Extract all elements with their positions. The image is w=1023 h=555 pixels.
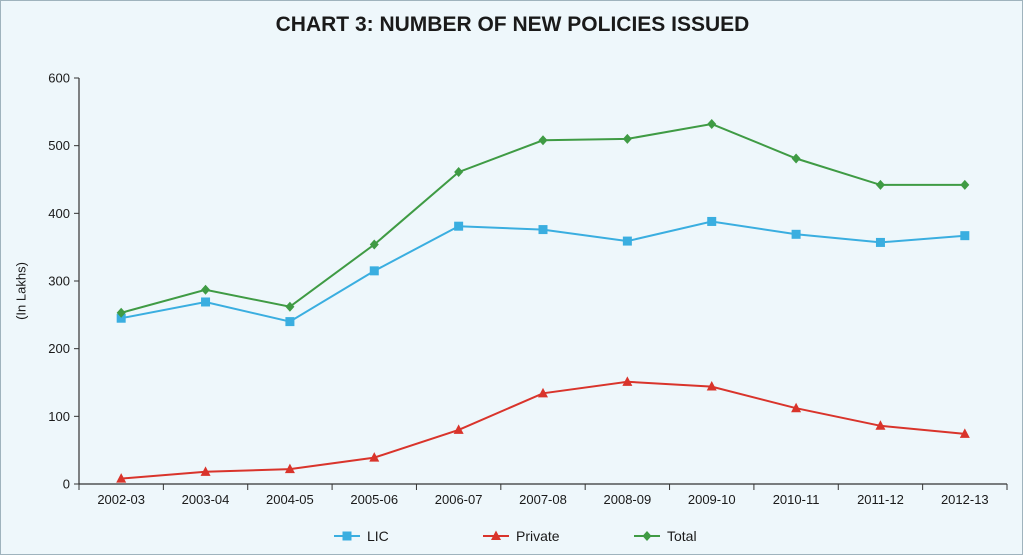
legend-label-private: Private: [516, 528, 560, 544]
data-point-private: [622, 376, 633, 386]
data-point-total: [538, 135, 548, 146]
x-tick-label: 2009-10: [688, 492, 736, 507]
data-point-lic: [116, 313, 126, 323]
data-point-lic: [960, 231, 970, 241]
data-point-private: [284, 463, 295, 474]
data-point-lic: [369, 266, 379, 276]
series-line-total: [120, 122, 965, 314]
legend-label-lic: LIC: [367, 528, 389, 544]
data-point-private: [116, 473, 127, 483]
data-point-total: [454, 167, 464, 178]
data-point-lic: [538, 225, 548, 235]
x-tick-label: 2003-04: [182, 492, 230, 507]
x-tick-label: 2007-08: [519, 492, 567, 507]
chart-title: CHART 3: NUMBER OF NEW POLICIES ISSUED: [275, 13, 750, 36]
data-point-private: [706, 381, 717, 391]
x-tick-label: 2006-07: [435, 492, 483, 507]
x-tick-label: 2005-06: [350, 492, 398, 507]
data-point-total: [369, 239, 379, 250]
data-point-private: [369, 452, 380, 462]
legend-marker-private: [491, 530, 501, 540]
x-tick-label: 2011-12: [857, 492, 904, 507]
legend-marker-lic: [342, 531, 352, 541]
data-point-lic: [791, 229, 801, 239]
y-tick-label: 400: [48, 206, 70, 221]
data-point-total: [116, 307, 126, 318]
y-tick-label: 500: [48, 138, 70, 153]
data-point-private: [959, 428, 970, 438]
y-tick-label: 600: [48, 71, 70, 86]
data-point-total: [201, 284, 211, 295]
x-tick-label: 2008-09: [604, 492, 652, 507]
data-point-lic: [622, 236, 632, 246]
x-tick-label: 2002-03: [97, 492, 145, 507]
x-tick-label: 2010-11: [773, 492, 820, 507]
data-point-total: [707, 119, 717, 130]
data-point-total: [622, 133, 632, 144]
x-tick-label: 2004-05: [266, 492, 314, 507]
y-tick-label: 100: [48, 409, 70, 424]
data-point-private: [791, 402, 802, 413]
data-point-private: [200, 466, 211, 476]
legend-marker-total: [642, 531, 652, 541]
data-point-lic: [875, 237, 885, 247]
x-tick-label: 2012-13: [941, 492, 989, 507]
data-point-private: [538, 387, 548, 398]
y-tick-label: 0: [63, 477, 70, 492]
data-point-private: [875, 420, 886, 430]
data-point-lic: [285, 317, 295, 327]
data-point-total: [960, 179, 970, 190]
data-point-total: [285, 301, 295, 312]
data-point-total: [791, 153, 801, 164]
data-point-lic: [454, 221, 464, 231]
y-tick-label: 200: [48, 341, 70, 356]
legend-label-total: Total: [667, 528, 697, 544]
data-point-lic: [201, 297, 211, 307]
data-point-lic: [707, 216, 717, 226]
data-point-total: [875, 179, 885, 190]
data-point-private: [453, 424, 464, 434]
series-line-lic: [121, 220, 965, 323]
y-tick-label: 300: [48, 274, 70, 289]
